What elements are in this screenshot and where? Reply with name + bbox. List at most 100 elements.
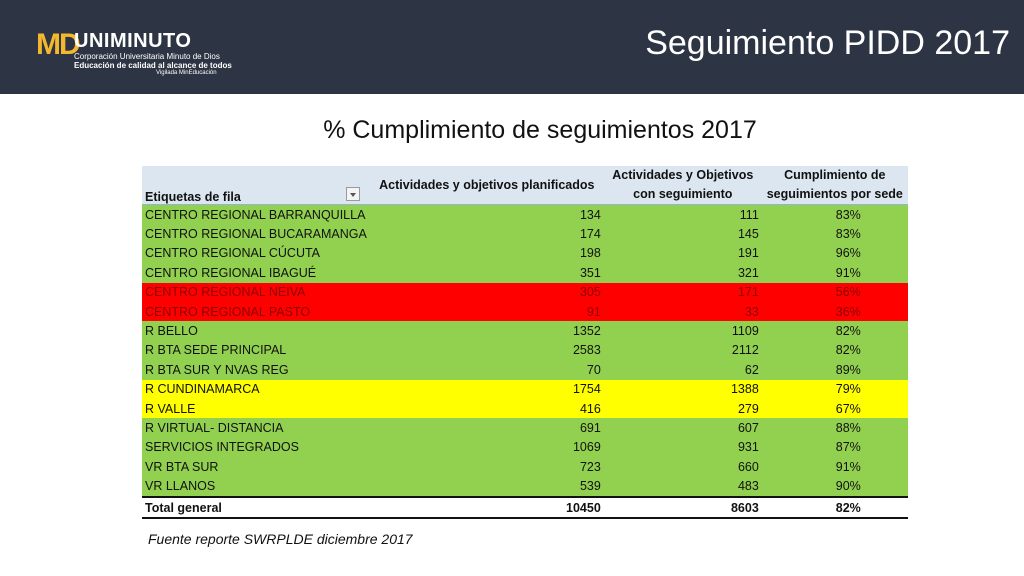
row-followed: 483: [603, 476, 762, 497]
row-label: R VIRTUAL- DISTANCIA: [142, 418, 370, 438]
logo-md-mark: MD: [36, 28, 81, 61]
row-planned: 134: [369, 204, 604, 225]
header-followed-line2: con seguimiento: [633, 187, 733, 201]
row-label: VR BTA SUR: [142, 457, 370, 477]
row-label: CENTRO REGIONAL BARRANQUILLA: [142, 204, 370, 225]
slide-title: Seguimiento PIDD 2017: [645, 24, 1010, 62]
row-followed: 191: [603, 243, 762, 264]
header-bar: MD UNIMINUTO Corporación Universitaria M…: [0, 0, 1024, 94]
total-followed: 8603: [603, 495, 762, 520]
table-row: SERVICIOS INTEGRADOS 1069 931 87%: [142, 437, 908, 458]
row-followed: 145: [603, 224, 762, 244]
row-compliance: 88%: [761, 418, 908, 438]
row-planned: 539: [369, 476, 604, 497]
row-followed: 33: [603, 301, 762, 322]
table-total-row: Total general 10450 8603 82%: [142, 495, 908, 520]
table-row: CENTRO REGIONAL NEIVA 305 171 56%: [142, 282, 908, 302]
row-followed: 2112: [603, 340, 762, 361]
row-compliance: 91%: [761, 263, 908, 283]
row-label: CENTRO REGIONAL NEIVA: [142, 282, 370, 302]
table-row: CENTRO REGIONAL IBAGUÉ 351 321 91%: [142, 263, 908, 283]
pivot-table: Etiquetas de fila Actividades y objetivo…: [142, 166, 908, 520]
row-label: R VALLE: [142, 398, 370, 419]
row-compliance: 67%: [761, 398, 908, 419]
row-label: CENTRO REGIONAL PASTO: [142, 301, 370, 322]
table-row: CENTRO REGIONAL BARRANQUILLA 134 111 83%: [142, 204, 908, 225]
row-compliance: 79%: [761, 379, 908, 399]
row-compliance: 82%: [761, 340, 908, 361]
row-label: CENTRO REGIONAL IBAGUÉ: [142, 263, 370, 283]
row-followed: 171: [603, 282, 762, 302]
table-row: R VIRTUAL- DISTANCIA 691 607 88%: [142, 418, 908, 438]
row-planned: 2583: [369, 340, 604, 361]
row-compliance: 90%: [761, 476, 908, 497]
header-compliance-line2: seguimientos por sede: [766, 187, 903, 201]
row-planned: 351: [369, 263, 604, 283]
table-row: CENTRO REGIONAL BUCARAMANGA 174 145 83%: [142, 224, 908, 244]
header-compliance: Cumplimiento de seguimientos por sede: [761, 166, 908, 205]
source-note: Fuente reporte SWRPLDE diciembre 2017: [148, 531, 413, 547]
row-compliance: 56%: [761, 282, 908, 302]
row-followed: 607: [603, 418, 762, 438]
row-compliance: 96%: [761, 243, 908, 264]
row-followed: 321: [603, 263, 762, 283]
row-label: VR LLANOS: [142, 476, 370, 497]
row-followed: 931: [603, 437, 762, 458]
header-row-labels: Etiquetas de fila: [142, 166, 370, 205]
row-followed: 1388: [603, 379, 762, 399]
row-label: SERVICIOS INTEGRADOS: [142, 437, 370, 458]
filter-dropdown-icon[interactable]: [345, 187, 360, 201]
table-row: R BTA SEDE PRINCIPAL 2583 2112 82%: [142, 340, 908, 361]
row-followed: 111: [603, 204, 762, 225]
row-label: R BELLO: [142, 321, 370, 341]
header-followed-line1: Actividades y Objetivos: [612, 168, 754, 182]
row-label: CENTRO REGIONAL BUCARAMANGA: [142, 224, 370, 244]
total-compliance: 82%: [761, 495, 908, 520]
row-followed: 279: [603, 398, 762, 419]
row-planned: 416: [369, 398, 604, 419]
table-body: CENTRO REGIONAL BARRANQUILLA 134 111 83% CEN…: [142, 204, 908, 497]
logo-name: UNIMINUTO: [74, 30, 192, 52]
row-planned: 91: [369, 301, 604, 322]
row-planned: 174: [369, 224, 604, 244]
table-row: R VALLE 416 279 67%: [142, 398, 908, 419]
header-compliance-line1: Cumplimiento de: [784, 168, 886, 182]
table-row: R BTA SUR Y NVAS REG 70 62 89%: [142, 360, 908, 380]
row-planned: 305: [369, 282, 604, 302]
row-planned: 198: [369, 243, 604, 264]
table-row: R CUNDINAMARCA 1754 1388 79%: [142, 379, 908, 399]
row-compliance: 83%: [761, 204, 908, 225]
logo-tagline-1: Corporación Universitaria Minuto de Dios: [74, 52, 220, 61]
row-compliance: 82%: [761, 321, 908, 341]
row-planned: 70: [369, 360, 604, 380]
row-compliance: 36%: [761, 301, 908, 322]
uniminuto-logo: MD UNIMINUTO Corporación Universitaria M…: [36, 22, 236, 78]
logo-tagline-3: Vigilada MinEducación: [156, 70, 217, 76]
table-title: % Cumplimiento de seguimientos 2017: [323, 116, 757, 144]
row-compliance: 83%: [761, 224, 908, 244]
total-label: Total general: [142, 495, 370, 520]
table-row: CENTRO REGIONAL PASTO 91 33 36%: [142, 301, 908, 322]
table-row: VR LLANOS 539 483 90%: [142, 476, 908, 497]
row-label: R BTA SEDE PRINCIPAL: [142, 340, 370, 361]
header-row-labels-text: Etiquetas de fila: [145, 190, 241, 204]
row-followed: 660: [603, 457, 762, 477]
table-row: R BELLO 1352 1109 82%: [142, 321, 908, 341]
row-followed: 1109: [603, 321, 762, 341]
header-followed: Actividades y Objetivos con seguimiento: [603, 166, 762, 205]
table-row: CENTRO REGIONAL CÚCUTA 198 191 96%: [142, 243, 908, 264]
row-planned: 691: [369, 418, 604, 438]
header-planned: Actividades y objetivos planificados: [369, 166, 604, 205]
row-planned: 1069: [369, 437, 604, 458]
row-label: R BTA SUR Y NVAS REG: [142, 360, 370, 380]
row-followed: 62: [603, 360, 762, 380]
row-planned: 1352: [369, 321, 604, 341]
row-label: R CUNDINAMARCA: [142, 379, 370, 399]
row-label: CENTRO REGIONAL CÚCUTA: [142, 243, 370, 264]
row-compliance: 91%: [761, 457, 908, 477]
table-header-row: Etiquetas de fila Actividades y objetivo…: [142, 166, 908, 205]
row-compliance: 89%: [761, 360, 908, 380]
logo-tagline-2: Educación de calidad al alcance de todos: [74, 61, 232, 70]
table-row: VR BTA SUR 723 660 91%: [142, 457, 908, 477]
row-planned: 1754: [369, 379, 604, 399]
